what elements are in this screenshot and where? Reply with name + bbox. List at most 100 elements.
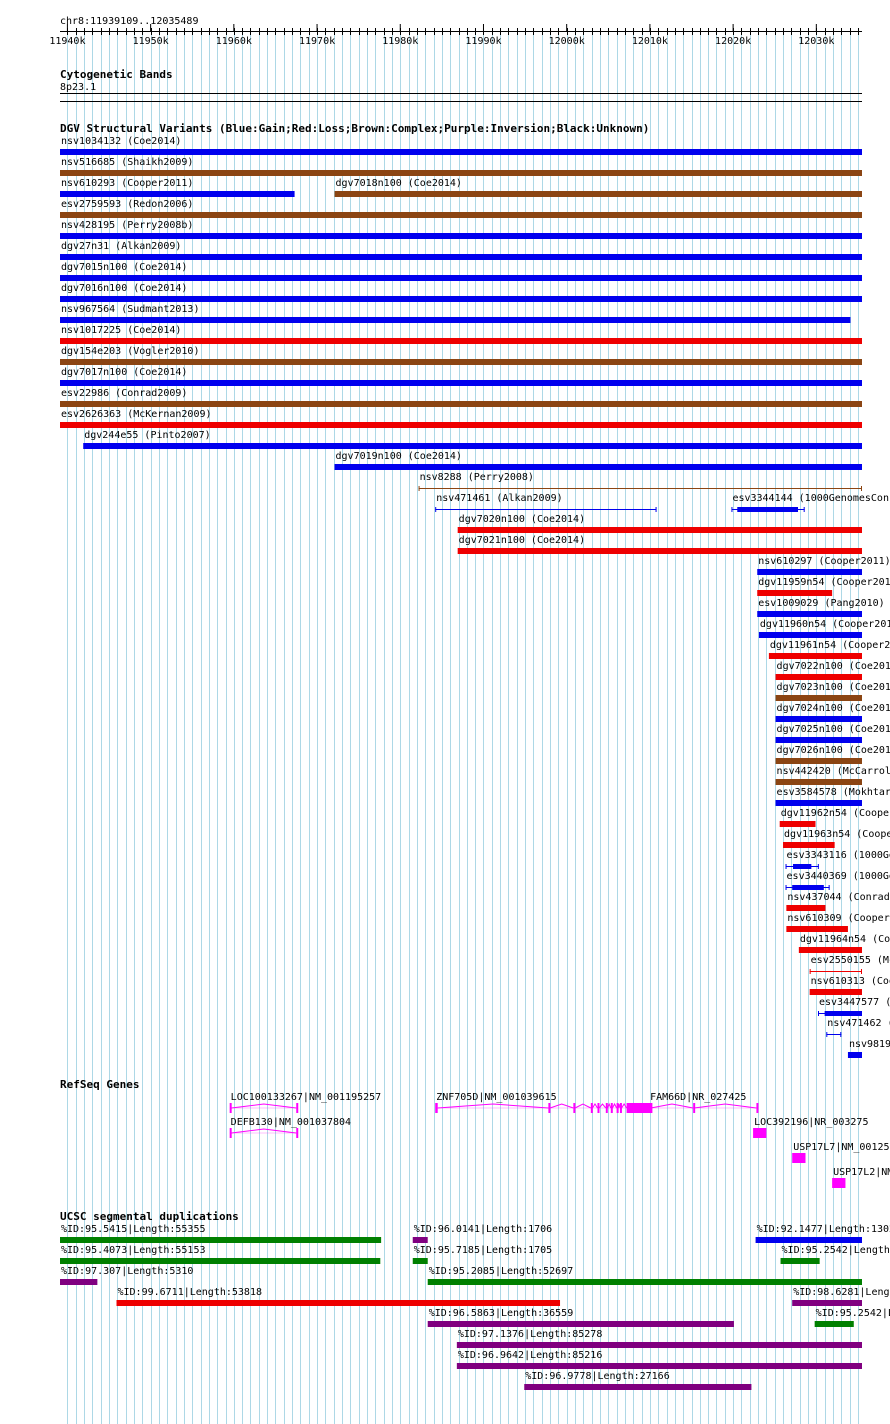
dgv-variant-label[interactable]: esv2550155 (McKernan2009) [811,955,890,966]
dgv-variant-label[interactable]: dgv7026n100 (Coe2014) [777,745,890,756]
dgv-variant-bar[interactable] [334,464,862,470]
dgv-variant-bar[interactable] [786,926,848,932]
dgv-variant-label[interactable]: esv22986 (Conrad2009) [61,388,187,399]
dgv-variant-label[interactable]: esv2759593 (Redon2006) [61,199,193,210]
dgv-variant-label[interactable]: esv3343116 (1000GenomesConsortium2015) [787,850,890,861]
dgv-variant-bar[interactable] [334,191,862,197]
dgv-variant-bar[interactable] [775,737,862,743]
gene-exon[interactable] [229,1103,232,1113]
segdup-track-title[interactable]: UCSC segmental duplications [60,1210,239,1223]
gene-label[interactable]: FAM66D|NR_027425 [650,1092,746,1103]
dgv-variant-bar[interactable] [792,885,824,890]
dgv-variant-label[interactable]: esv3440369 (1000GenomesConsortium2015) [787,871,890,882]
gene-exon[interactable] [693,1103,696,1113]
segdup-bar[interactable] [755,1237,862,1243]
dgv-variant-bar[interactable] [457,527,862,533]
dgv-variant-bar[interactable] [60,149,862,155]
gene-exon[interactable] [229,1128,232,1138]
gene-exon[interactable] [832,1178,846,1188]
dgv-variant-label[interactable]: nsv471462 (Alkan2009) [827,1018,890,1029]
dgv-variant-bar[interactable] [60,380,862,386]
dgv-variant-bar[interactable] [60,212,862,218]
dgv-variant-label[interactable]: nsv610297 (Cooper2011) [758,556,890,567]
dgv-variant-label[interactable]: dgv11960n54 (Cooper2011) [760,619,890,630]
dgv-variant-label[interactable]: esv3447577 (1000GenomesConsortium2015) [819,997,890,1008]
gene-exon[interactable] [616,1103,619,1113]
segdup-label[interactable]: %ID:95.2542|Length:4720 [816,1308,890,1319]
gene-exon[interactable] [296,1128,299,1138]
dgv-variant-label[interactable]: dgv7021n100 (Coe2014) [459,535,585,546]
dgv-variant-bar[interactable] [60,233,862,239]
dgv-variant-bar[interactable] [847,1052,862,1058]
dgv-variant-bar[interactable] [60,191,295,197]
segdup-label[interactable]: %ID:98.6281|Length:7710 [793,1287,890,1298]
dgv-variant-label[interactable]: dgv154e203 (Vogler2010) [61,346,199,357]
dgv-variant-label[interactable]: nsv610293 (Cooper2011) [61,178,193,189]
dgv-variant-label[interactable]: dgv7023n100 (Coe2014) [777,682,890,693]
dgv-variant-bar[interactable] [775,779,862,785]
gene-exon[interactable] [610,1103,613,1113]
dgv-variant-label[interactable]: dgv7025n100 (Coe2014) [777,724,890,735]
dgv-variant-bar[interactable] [60,401,862,407]
segdup-label[interactable]: %ID:95.7185|Length:1705 [414,1245,552,1256]
segdup-label[interactable]: %ID:96.0141|Length:1706 [414,1224,552,1235]
dgv-variant-bar[interactable] [60,275,862,281]
gene-exon[interactable] [619,1103,622,1113]
segdup-label[interactable]: %ID:96.5863|Length:36559 [429,1308,573,1319]
dgv-variant-label[interactable]: nsv981958 (Banerjee2011) [849,1039,890,1050]
dgv-variant-bar[interactable] [60,296,862,302]
dgv-variant-label[interactable]: dgv7017n100 (Coe2014) [61,367,187,378]
dgv-variant-bar[interactable] [775,716,862,722]
segdup-bar[interactable] [814,1321,854,1327]
gene-exon[interactable] [753,1128,767,1138]
segdup-bar[interactable] [780,1258,820,1264]
gene-exon[interactable] [590,1103,593,1113]
gene-exon[interactable] [548,1103,551,1113]
segdup-bar[interactable] [60,1258,381,1264]
dgv-variant-bar[interactable] [83,443,862,449]
segdup-bar[interactable] [456,1363,862,1369]
gene-label[interactable]: ZNF705D|NM_001039615 [436,1092,556,1103]
dgv-variant-label[interactable]: dgv7020n100 (Coe2014) [459,514,585,525]
gene-exon[interactable] [649,1103,652,1113]
dgv-variant-label[interactable]: nsv8288 (Perry2008) [420,472,534,483]
segdup-label[interactable]: %ID:95.2542|Length:4720 [782,1245,890,1256]
dgv-variant-label[interactable]: nsv610309 (Cooper2011) [787,913,890,924]
dgv-variant-bar[interactable] [775,758,862,764]
dgv-variant-label[interactable]: dgv244e55 (Pinto2007) [84,430,210,441]
dgv-variant-bar[interactable] [786,905,826,911]
gene-exon[interactable] [626,1103,653,1113]
dgv-variant-label[interactable]: nsv1017225 (Coe2014) [61,325,181,336]
segdup-bar[interactable] [456,1342,862,1348]
dgv-variant-label[interactable]: dgv7016n100 (Coe2014) [61,283,187,294]
dgv-variant-label[interactable]: esv1009029 (Pang2010) [758,598,884,609]
segdup-bar[interactable] [412,1258,428,1264]
gene-exon[interactable] [792,1153,806,1163]
segdup-bar[interactable] [412,1237,428,1243]
dgv-variant-label[interactable]: nsv437044 (Conrad2006) [787,892,890,903]
segdup-label[interactable]: %ID:95.5415|Length:55355 [61,1224,206,1235]
dgv-variant-bar[interactable] [457,548,862,554]
dgv-variant-bar[interactable] [757,611,862,617]
gene-label[interactable]: LOC100133267|NM_001195257 [231,1092,382,1103]
dgv-variant-bar[interactable] [60,338,862,344]
segdup-label[interactable]: %ID:96.9778|Length:27166 [525,1371,670,1382]
segdup-label[interactable]: %ID:92.1477|Length:13026 [757,1224,890,1235]
gene-label[interactable]: LOC392196|NR_003275 [754,1117,868,1128]
dgv-variant-bar[interactable] [824,1011,862,1016]
segdup-bar[interactable] [792,1300,862,1306]
dgv-variant-label[interactable]: dgv11963n54 (Cooper2011) [784,829,890,840]
gene-exon[interactable] [296,1103,299,1113]
segdup-bar[interactable] [116,1300,561,1306]
dgv-variant-label[interactable]: nsv471461 (Alkan2009) [436,493,562,504]
dgv-variant-label[interactable]: esv2626363 (McKernan2009) [61,409,212,420]
dgv-variant-label[interactable]: nsv967564 (Sudmant2013) [61,304,199,315]
cytoband-track-title[interactable]: Cytogenetic Bands [60,68,173,81]
dgv-variant-bar[interactable] [793,864,812,869]
segdup-label[interactable]: %ID:99.6711|Length:53818 [118,1287,263,1298]
gene-label[interactable]: USP17L2|NM_201402 [833,1167,890,1178]
segdup-bar[interactable] [524,1384,752,1390]
segdup-bar[interactable] [427,1279,862,1285]
segdup-label[interactable]: %ID:95.2085|Length:52697 [429,1266,573,1277]
dgv-variant-bar[interactable] [757,569,862,575]
